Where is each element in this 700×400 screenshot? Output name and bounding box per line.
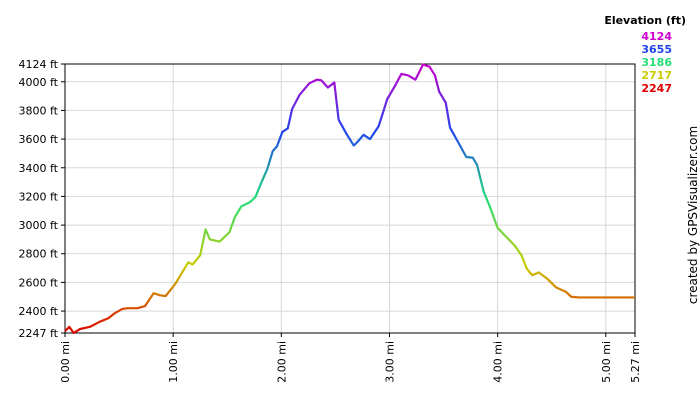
- x-tick-label: 1.00 mi: [167, 341, 180, 383]
- legend-value: 3186: [641, 56, 672, 69]
- y-tick-label: 2800 ft: [19, 248, 59, 261]
- legend-value: 2247: [641, 82, 672, 95]
- plot-frame: [64, 63, 636, 334]
- x-tick-label: 5.00 mi: [600, 341, 613, 383]
- legend-title: Elevation (ft): [604, 14, 686, 27]
- y-tick-label: 4124 ft: [19, 58, 59, 71]
- elevation-line: [64, 63, 635, 335]
- y-tick-label: 2400 ft: [19, 305, 59, 318]
- x-tick-label: 2.00 mi: [275, 341, 288, 383]
- legend-value: 3655: [641, 43, 672, 56]
- x-tick-label: 0.00 mi: [59, 341, 72, 383]
- x-tick-label: 4.00 mi: [492, 341, 505, 383]
- legend-value: 2717: [641, 69, 672, 82]
- y-tick-label: 3800 ft: [19, 104, 59, 117]
- legend-value: 4124: [641, 30, 672, 43]
- y-tick-label: 3200 ft: [19, 190, 59, 203]
- y-tick-label: 2247 ft: [19, 327, 59, 340]
- y-tick-label: 2600 ft: [19, 276, 59, 289]
- y-tick-label: 4000 ft: [19, 76, 59, 89]
- y-tick-label: 3400 ft: [19, 162, 59, 175]
- x-tick-label: 3.00 mi: [383, 341, 396, 383]
- credit: created by GPSVisualizer.com: [686, 126, 700, 304]
- y-tick-label: 3600 ft: [19, 133, 59, 146]
- y-tick-label: 3000 ft: [19, 219, 59, 232]
- x-tick-label: 5.27 mi: [629, 341, 642, 383]
